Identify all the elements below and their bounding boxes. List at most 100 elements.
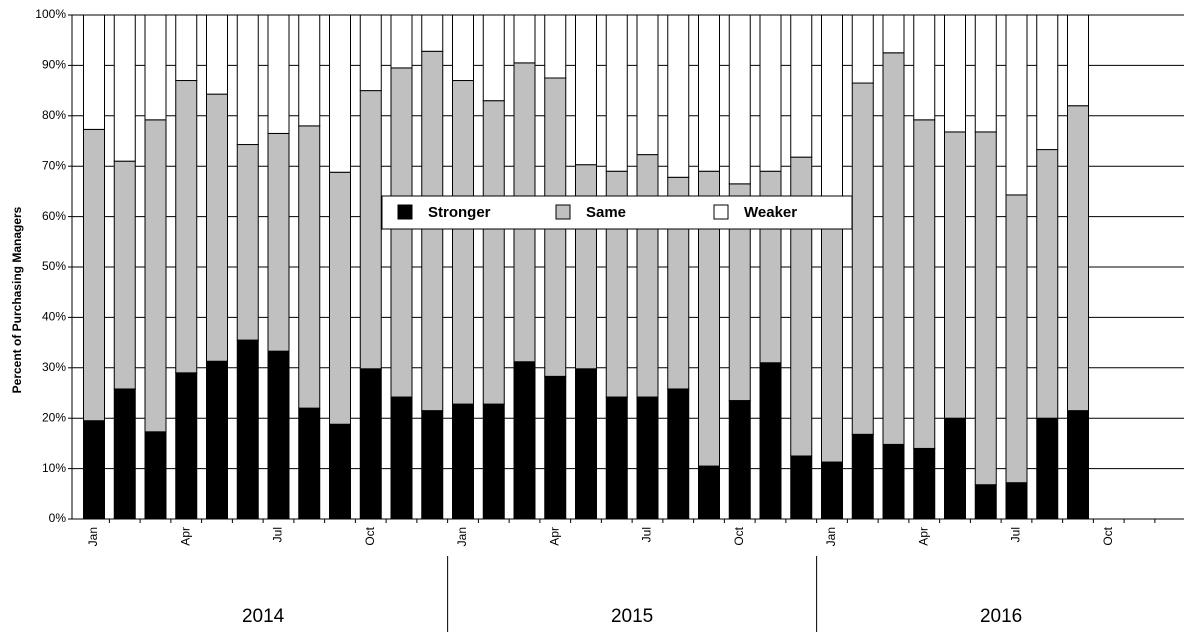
group-label: 2016 [980,606,1022,627]
bar-segment [359,14,382,92]
bar-segment [206,360,228,520]
bar-segment [1036,14,1059,151]
y-tick-label: 40% [42,310,66,324]
bar-segment [513,14,536,64]
legend-swatch [555,204,571,220]
bar-segment [821,14,843,213]
bar-segment [267,14,290,134]
bar-segment [390,396,413,520]
bar-segment [790,14,813,158]
bar-segment [759,14,782,172]
legend: Stronger Same Weaker [381,195,853,230]
x-tick-label: Jan [824,527,838,546]
group-label: 2014 [242,606,285,627]
y-tick-label: 0% [49,511,67,525]
bar-segment [728,400,751,520]
bar-segment [452,14,474,82]
x-tick-label: Jul [1009,527,1023,542]
bar-segment [944,131,966,419]
y-tick-label: 30% [42,360,66,374]
bar-segment [421,410,444,520]
legend-swatch [397,204,413,220]
bar-segment [1036,149,1059,419]
bar-segment [298,14,321,127]
bar-segment [544,14,567,79]
bar-segment [821,461,843,520]
bar-segment [882,52,905,445]
bar-segment [236,339,259,520]
x-tick-label: Jul [640,527,654,542]
x-tick-label: Jan [86,527,100,546]
bar-segment [575,164,597,370]
y-tick-label: 80% [42,108,66,122]
y-tick-label: 100% [35,7,66,21]
bar-segment [267,132,290,352]
bar-segment [1005,14,1028,196]
y-tick-label: 70% [42,158,66,172]
bar-segment [728,14,751,185]
bar-segment [206,14,228,95]
bar-segment [329,423,351,520]
bar-segment [298,407,321,520]
bar-segment [821,211,843,463]
x-tick-label: Oct [732,526,746,545]
bar-segment [83,128,105,422]
bar-segment [144,119,167,433]
bar-segment [944,417,966,520]
bar-segment [575,14,597,166]
legend-box [381,195,853,230]
bar-segment [267,350,290,520]
x-tick-label: Oct [363,526,377,545]
bar-segment [913,119,936,449]
bar-segment [113,388,136,520]
bar-segment [667,388,690,520]
bar-segment [974,131,997,486]
legend-swatch [713,204,729,220]
bar-segment [636,154,659,398]
y-axis-label: Percent of Purchasing Managers [10,206,24,393]
bar-segment [175,80,198,374]
bar-segment [759,362,782,520]
bar-segment [974,484,997,520]
bar-segment [851,14,874,84]
bar-segment [329,14,351,173]
bar-segment [144,431,167,520]
y-tick-label: 50% [42,259,66,273]
bar-segment [175,372,198,520]
bar-segment [1005,482,1028,520]
group-label: 2015 [611,606,653,627]
bar-segment [83,14,105,130]
bar-segment [944,14,966,133]
x-tick-label: Jan [455,527,469,546]
bar-segment [482,14,505,102]
y-tick-label: 90% [42,58,66,72]
bar-segment [667,14,690,178]
bar-segment [790,455,813,520]
bar-segment [452,80,474,405]
bar-segment [83,420,105,520]
bar-segment [851,433,874,520]
bar-segment [421,14,444,52]
bar-segment [605,396,628,520]
x-tick-label: Apr [547,527,561,546]
x-tick-label: Apr [178,527,192,546]
x-tick-label: Jul [271,527,285,542]
bar-segment [636,14,659,156]
bar-segment [1036,417,1059,520]
bar-segment [974,14,997,133]
y-tick-label: 20% [42,410,66,424]
bar-segment [113,14,136,162]
bar-segment [144,14,167,121]
bar-segment [206,93,228,362]
bar-segment [851,82,874,435]
bar-segment [359,90,382,370]
y-tick-label: 10% [42,461,66,475]
bar-segment [913,447,936,520]
bar-segment [175,14,198,82]
bar-segment [636,396,659,520]
bar-segment [1067,14,1089,107]
bar-segment [544,375,567,520]
bar-segment [298,125,321,409]
bar-segment [1067,410,1089,520]
